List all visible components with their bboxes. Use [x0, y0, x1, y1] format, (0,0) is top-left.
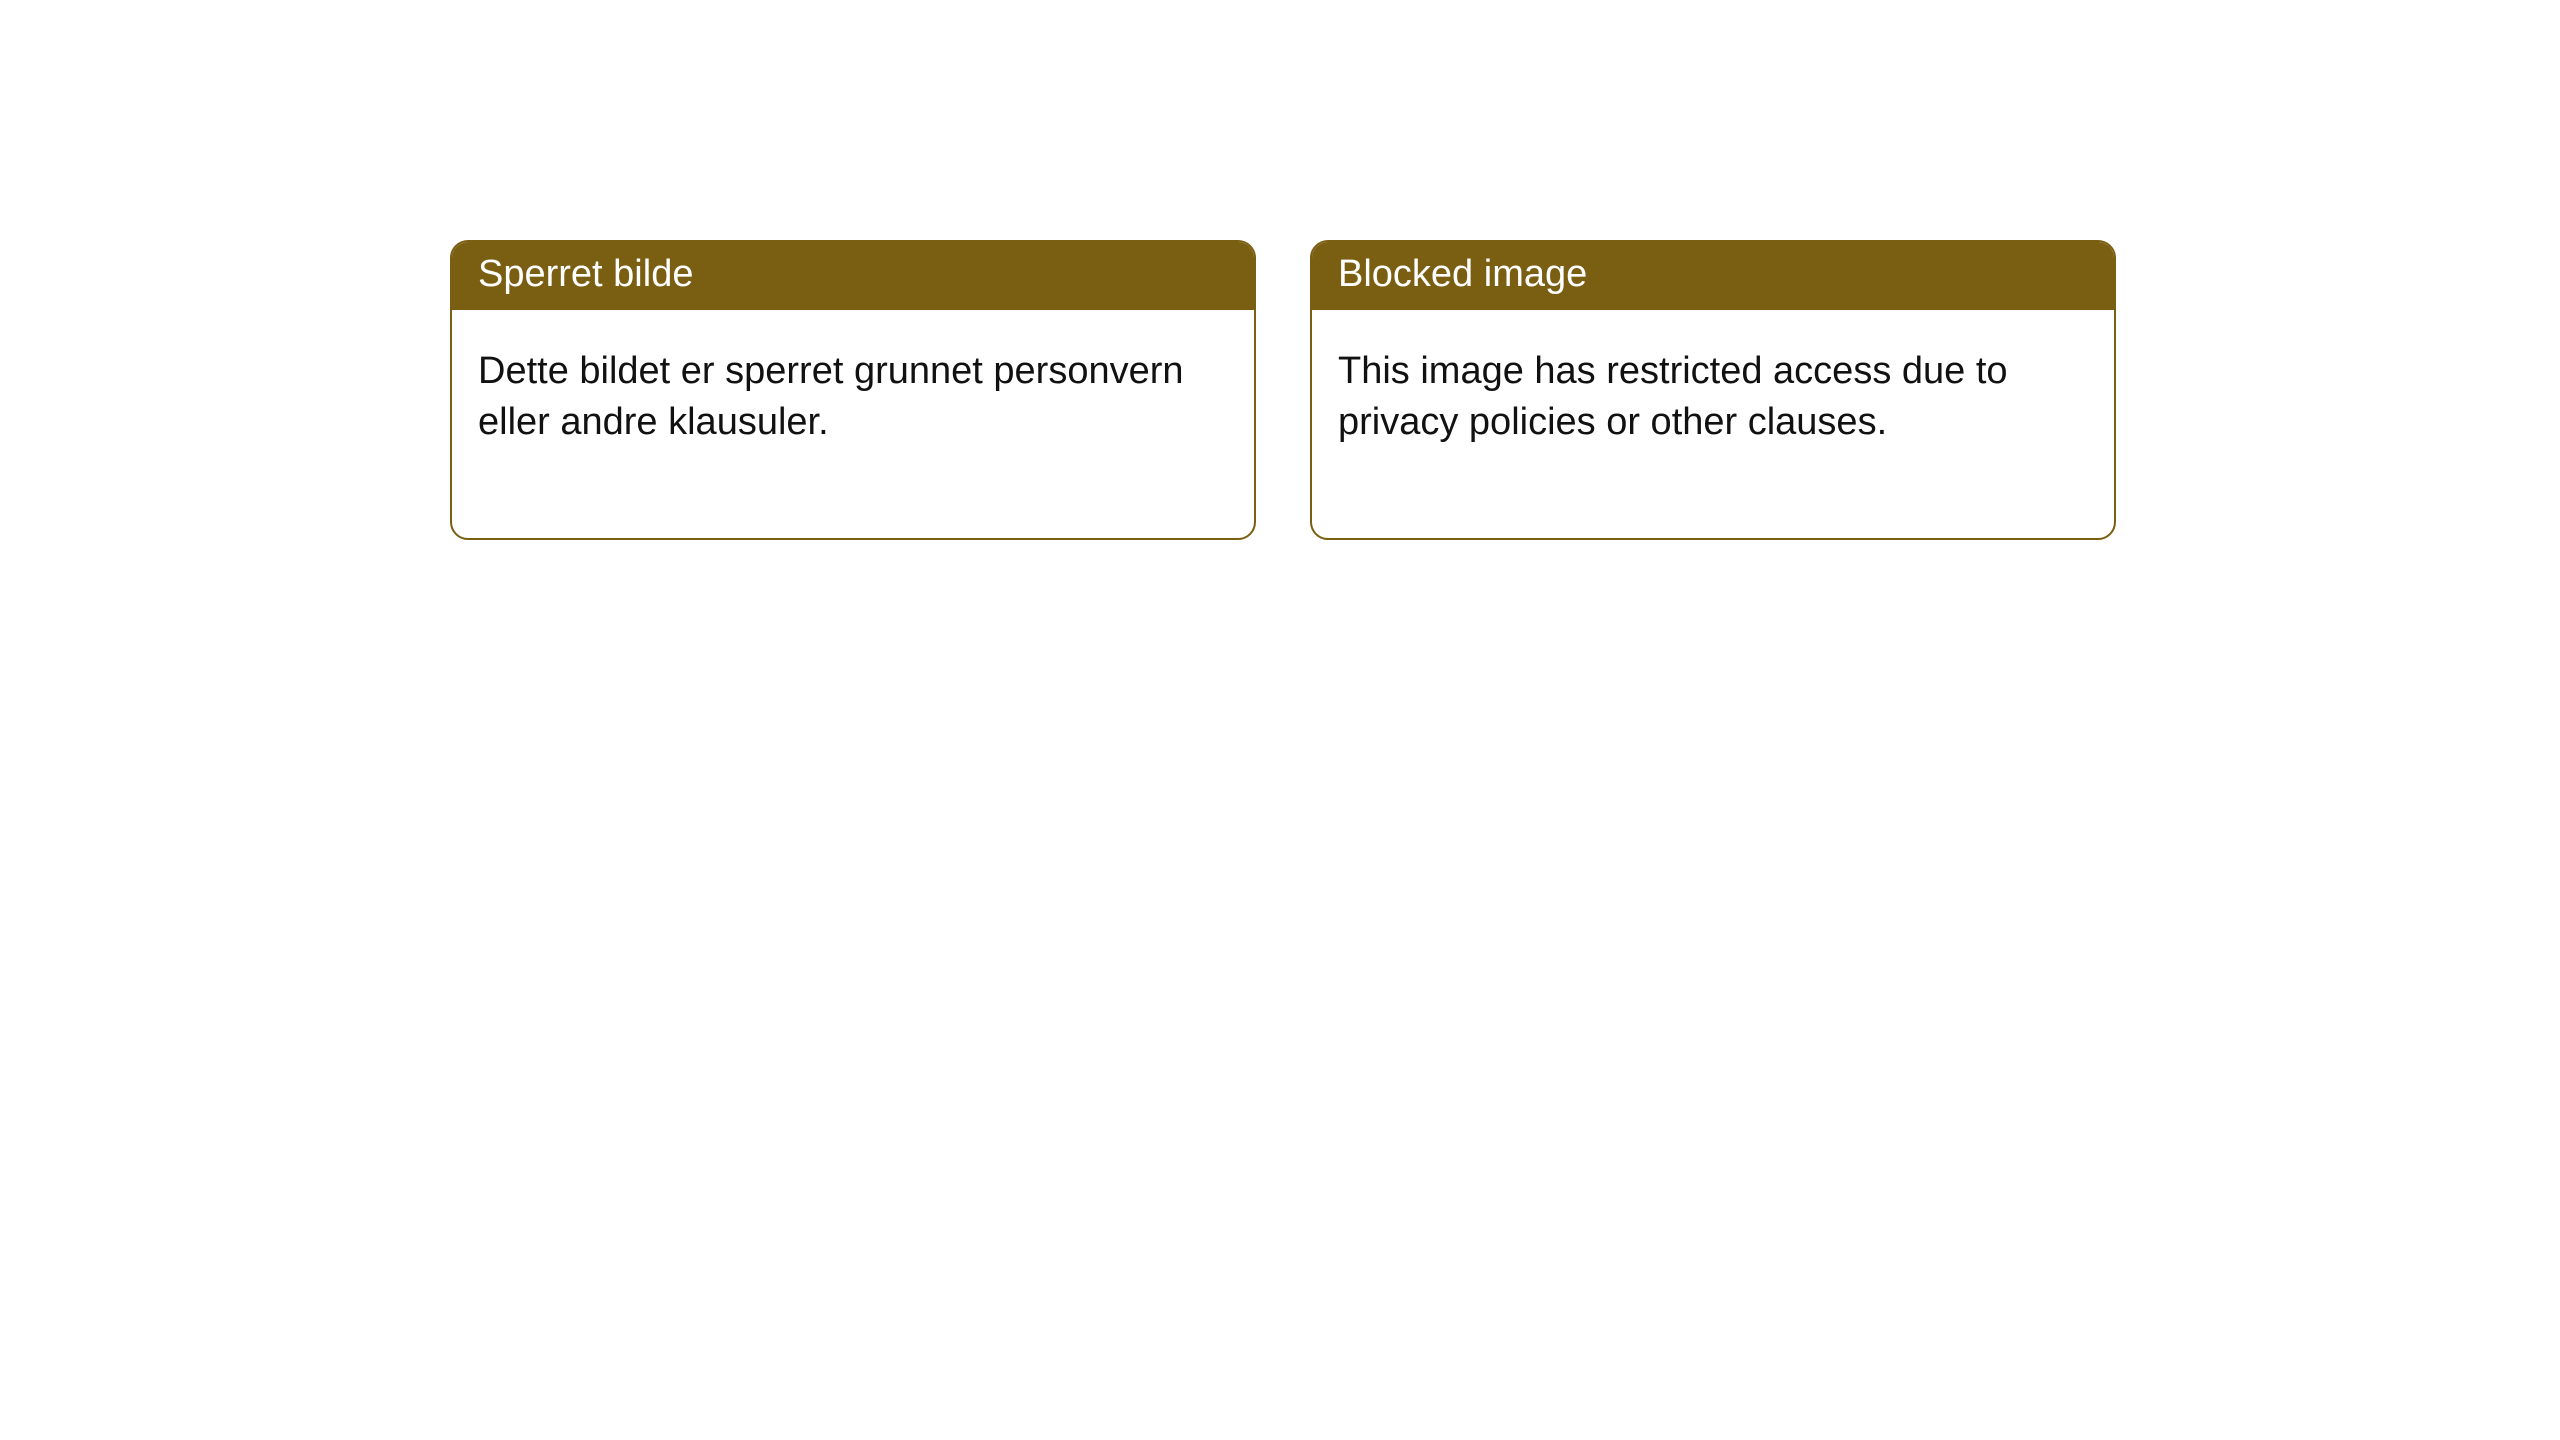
notice-box-english: Blocked image This image has restricted …: [1310, 240, 2116, 540]
notice-title-english: Blocked image: [1312, 242, 2114, 310]
notice-box-norwegian: Sperret bilde Dette bildet er sperret gr…: [450, 240, 1256, 540]
notice-body-norwegian: Dette bildet er sperret grunnet personve…: [452, 310, 1254, 539]
notice-body-english: This image has restricted access due to …: [1312, 310, 2114, 539]
notice-container: Sperret bilde Dette bildet er sperret gr…: [450, 240, 2116, 540]
notice-title-norwegian: Sperret bilde: [452, 242, 1254, 310]
